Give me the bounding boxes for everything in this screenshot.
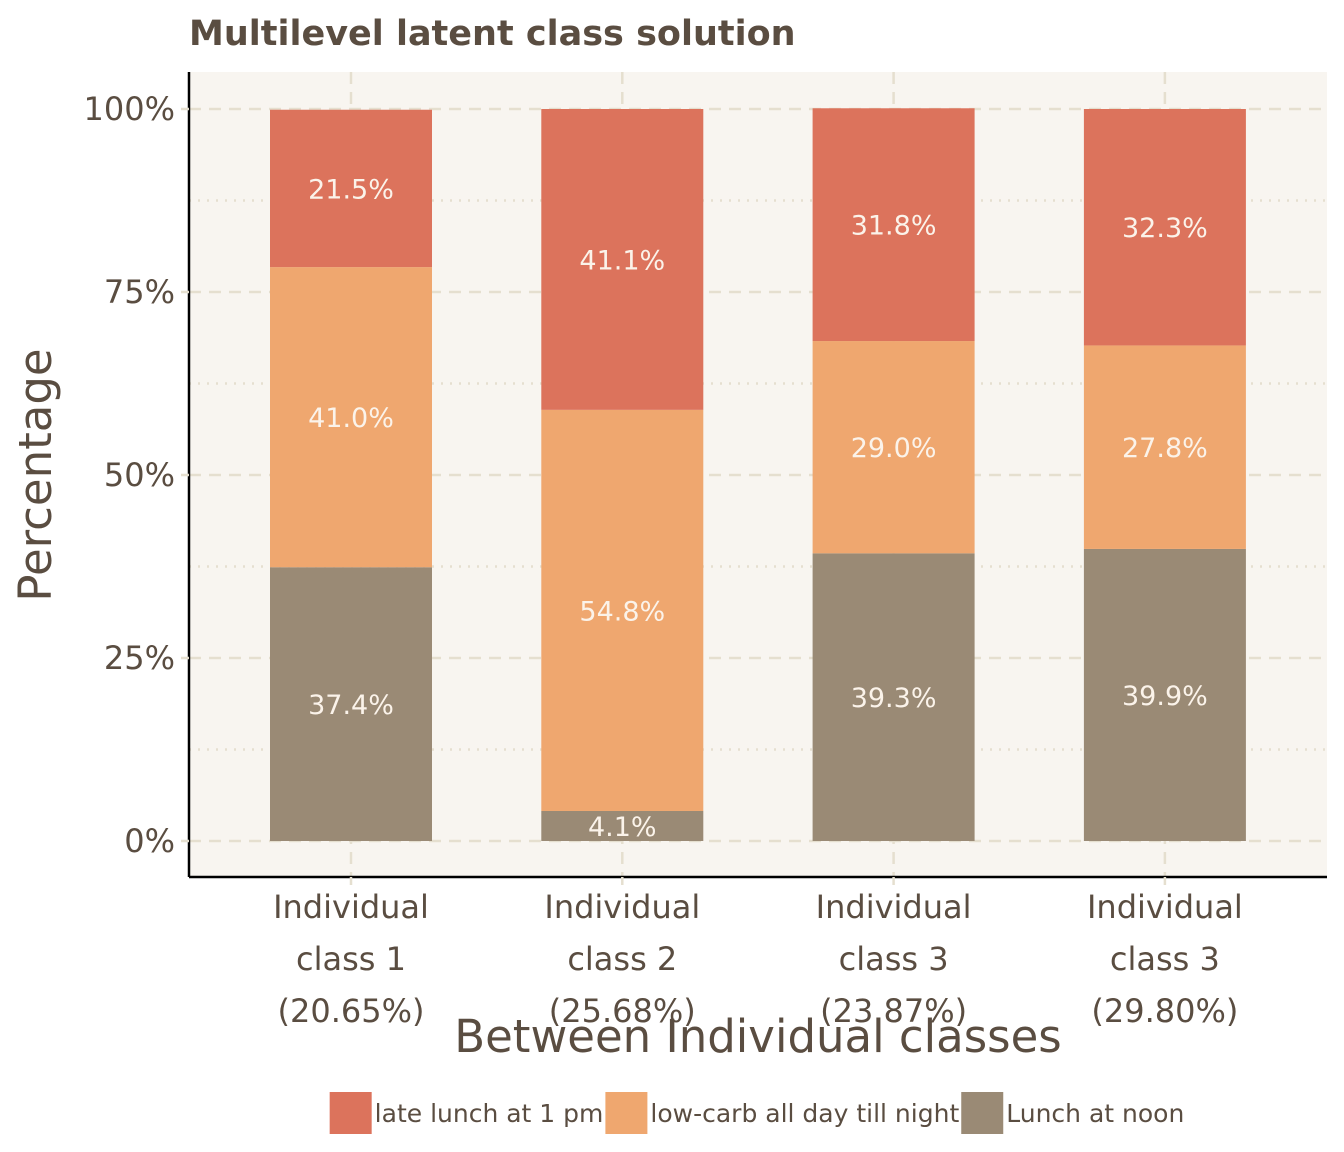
data-label: 32.3% bbox=[1122, 213, 1208, 244]
x-tick-label: Individual bbox=[273, 888, 429, 926]
x-tick-label: class 1 bbox=[296, 940, 406, 978]
legend-key bbox=[605, 1092, 648, 1134]
x-tick-label: (25.68%) bbox=[549, 992, 696, 1030]
bar-segment bbox=[812, 553, 975, 841]
bars: 37.4% 41.0% 21.5% 4.1% 54.8% 41.1% 39.3% 29.0% 3… bbox=[270, 108, 1246, 843]
x-tick-label: Individual bbox=[544, 888, 700, 926]
data-label: 54.8% bbox=[579, 596, 665, 627]
legend-key bbox=[329, 1092, 372, 1134]
bar-segment bbox=[270, 109, 432, 268]
chart-title: Multilevel latent class solution bbox=[189, 14, 796, 54]
bar-segment bbox=[541, 409, 704, 811]
bar-segment bbox=[270, 267, 432, 568]
y-tick-label: 0% bbox=[124, 822, 175, 860]
data-label: 21.5% bbox=[308, 174, 394, 205]
y-tick-label: 100% bbox=[84, 90, 175, 128]
data-label: 41.1% bbox=[579, 245, 665, 276]
bar-segment bbox=[812, 341, 975, 554]
legend: late lunch at 1 pm low-carb all day till … bbox=[329, 1092, 1184, 1134]
y-tick-label: 50% bbox=[104, 456, 175, 494]
bar-segment bbox=[541, 810, 704, 841]
data-label: 29.0% bbox=[851, 433, 937, 464]
x-tick-label: (20.65%) bbox=[278, 992, 425, 1030]
bar-segment bbox=[1083, 548, 1246, 841]
legend-label: Lunch at noon bbox=[1006, 1099, 1184, 1128]
x-tick-label: class 3 bbox=[1110, 940, 1220, 978]
bar-segment bbox=[541, 109, 704, 410]
legend-label: low-carb all day till night bbox=[650, 1099, 959, 1128]
bar-segment bbox=[1083, 109, 1246, 346]
x-tick-label: Individual bbox=[1087, 888, 1243, 926]
data-label: 4.1% bbox=[588, 812, 657, 843]
data-label: 37.4% bbox=[308, 690, 394, 721]
x-tick-label: (23.87%) bbox=[820, 992, 967, 1030]
y-tick-label: 75% bbox=[104, 273, 175, 311]
x-tick-label: class 2 bbox=[567, 940, 677, 978]
x-tick-label: Individual bbox=[816, 888, 972, 926]
bar-segment bbox=[1083, 345, 1246, 549]
x-axis-title: Between Individual classes bbox=[454, 1010, 1062, 1063]
data-label: 39.3% bbox=[851, 683, 937, 714]
bar-segment bbox=[270, 567, 432, 841]
data-label: 27.8% bbox=[1122, 433, 1208, 464]
data-label: 31.8% bbox=[851, 211, 937, 242]
y-tick-label: 25% bbox=[104, 639, 175, 677]
legend-key bbox=[961, 1092, 1004, 1134]
x-tick-label: class 3 bbox=[839, 940, 949, 978]
axes: 0% 25% 50% 75% 100% Individual class 1 (20.65%)… bbox=[84, 72, 1327, 1030]
x-tick-label: (29.80%) bbox=[1091, 992, 1238, 1030]
bar-segment bbox=[812, 108, 975, 342]
data-label: 41.0% bbox=[308, 403, 394, 434]
data-label: 39.9% bbox=[1122, 681, 1208, 712]
legend-label: late lunch at 1 pm bbox=[375, 1099, 604, 1128]
y-axis-title: Percentage bbox=[9, 348, 62, 601]
